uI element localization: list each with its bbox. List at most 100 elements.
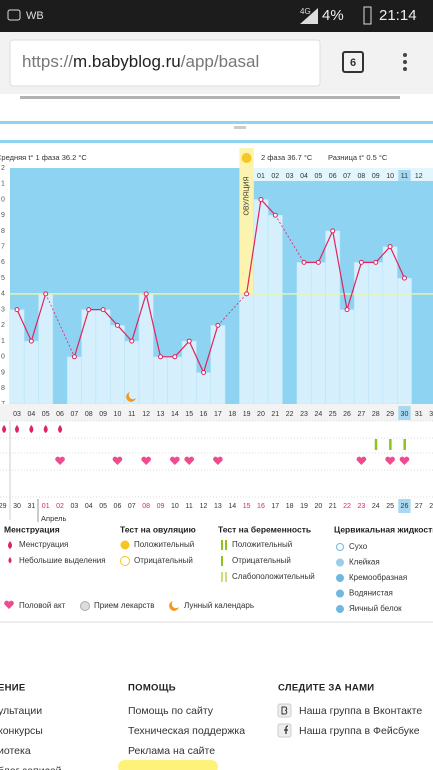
date-label: 07	[128, 503, 136, 510]
bar	[110, 325, 125, 405]
temperature-point	[14, 307, 20, 313]
bar	[382, 246, 398, 405]
status-bar	[0, 0, 433, 32]
drop-icon	[8, 557, 12, 564]
legend-title: Тест на овуляцию	[120, 524, 196, 534]
date-label: 03	[71, 503, 79, 510]
phase2-day: 12	[415, 173, 423, 180]
footer-link[interactable]: Реклама на сайте	[128, 745, 215, 757]
battery: 4%	[322, 7, 344, 24]
scroll-strip	[0, 140, 433, 143]
heart-icon	[141, 456, 151, 465]
temperature-point	[272, 212, 278, 218]
footer-link[interactable]: Техническая поддержка	[128, 725, 245, 737]
footer-heading: СЛЕДИТЕ ЗА НАМИ	[278, 683, 374, 694]
url-scheme: https://	[22, 52, 73, 71]
fb-glyph	[284, 725, 289, 734]
x-tick-label: 08	[85, 411, 93, 418]
legend-item: Отрицательный	[232, 556, 291, 565]
footer-link[interactable]: конкурсы	[0, 725, 43, 737]
signal-icon	[300, 8, 318, 24]
legend-item: Водянистая	[349, 589, 393, 598]
legend-title: Тест на беременность	[218, 524, 311, 534]
current-date-box	[398, 499, 411, 513]
bar	[167, 356, 183, 405]
footer-link[interactable]: Помощь по сайту	[128, 705, 214, 717]
y-tick-label: 1	[1, 181, 5, 188]
temperature-point	[315, 259, 321, 265]
difference-label: Разница t° 0.5 °C	[328, 153, 388, 162]
url-field[interactable]	[9, 39, 321, 87]
x-tick-label: 11	[128, 411, 135, 418]
temperature-point	[344, 307, 350, 313]
footer-link[interactable]: ультации	[0, 705, 42, 717]
date-label: 06	[114, 503, 122, 510]
legend-swatch	[336, 558, 344, 567]
y-tick-label: 4	[1, 291, 5, 298]
legend-item: Прием лекарств	[94, 601, 154, 610]
temperature-point	[86, 307, 92, 313]
temperature-point	[114, 322, 120, 328]
current-day-box	[398, 406, 411, 420]
current-day-box	[398, 170, 411, 181]
temperature-point	[28, 338, 34, 344]
x-tick-label: 12	[142, 411, 150, 418]
footer	[0, 650, 433, 770]
temperature-point	[258, 196, 264, 202]
x-tick-label: 22	[286, 411, 294, 418]
date-label: 18	[286, 503, 294, 510]
temperature-point	[158, 354, 163, 360]
date-label: 01	[42, 503, 50, 510]
date-label: 14	[228, 503, 236, 510]
bar	[23, 340, 39, 405]
y-tick-label: 5	[1, 275, 5, 282]
legend-swatch	[120, 556, 130, 566]
date-label: 25	[386, 503, 394, 510]
bar	[368, 262, 384, 405]
temperature-point	[201, 370, 207, 376]
date-label: 31	[27, 503, 35, 510]
phase2-day: 02	[271, 173, 279, 180]
x-tick-label: 23	[300, 411, 308, 418]
temperature-point	[71, 354, 77, 360]
footer-link[interactable]: блог записей	[0, 765, 62, 770]
tabs-button[interactable]	[342, 51, 364, 73]
footer-link[interactable]: Наша группа в Фейсбуке	[299, 725, 420, 737]
x-tick-label: 14	[171, 411, 179, 418]
footer-link[interactable]: иотека	[0, 745, 31, 757]
drop-icon	[29, 425, 34, 433]
date-label: 26	[401, 503, 409, 510]
bar	[239, 293, 255, 405]
date-label: 17	[271, 503, 279, 510]
date-label: 22	[343, 503, 351, 510]
heart-icon	[184, 456, 195, 465]
bar	[181, 340, 197, 405]
y-tick-label: 9	[1, 369, 5, 376]
date-label: 19	[300, 503, 308, 510]
legend-item: Отрицательный	[134, 556, 193, 565]
bar	[9, 309, 25, 405]
y-tick-label: 2	[1, 322, 5, 329]
menu-dot	[403, 67, 407, 71]
date-label: 16	[257, 503, 265, 510]
scroll-handle	[234, 126, 246, 129]
temperature-point	[373, 259, 379, 265]
x-tick-label: 06	[56, 411, 64, 418]
legend-item: Менструация	[19, 540, 68, 549]
temperature-point	[301, 259, 307, 265]
phase2-header	[252, 168, 433, 181]
url-text[interactable]: https://m.babyblog.ru/app/basal	[22, 52, 259, 71]
heading-remnant	[20, 96, 400, 99]
menu-dot[interactable]	[403, 53, 407, 57]
temperature-point	[100, 307, 106, 313]
y-tick-label: 8	[1, 385, 5, 392]
x-tick-label: 13	[157, 411, 165, 418]
phase2-day: 10	[386, 173, 394, 180]
temperature-point	[172, 354, 178, 360]
x-tick-label: 03	[13, 411, 21, 418]
y-tick-label: 2	[1, 165, 5, 172]
battery-icon	[363, 6, 372, 25]
footer-link[interactable]: Наша группа в Вконтакте	[299, 705, 422, 717]
bar	[353, 262, 369, 405]
y-tick-label: 0	[1, 196, 5, 203]
